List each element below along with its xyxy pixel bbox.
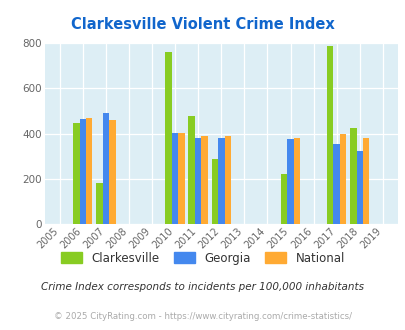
Bar bbox=[224, 136, 230, 224]
Bar bbox=[326, 46, 333, 224]
Bar bbox=[178, 133, 184, 224]
Bar bbox=[194, 138, 201, 224]
Bar bbox=[86, 118, 92, 224]
Bar bbox=[280, 174, 287, 224]
Text: © 2025 CityRating.com - https://www.cityrating.com/crime-statistics/: © 2025 CityRating.com - https://www.city… bbox=[54, 312, 351, 321]
Bar bbox=[211, 159, 217, 224]
Bar bbox=[165, 51, 171, 224]
Legend: Clarkesville, Georgia, National: Clarkesville, Georgia, National bbox=[56, 247, 349, 269]
Bar bbox=[79, 119, 86, 224]
Bar bbox=[349, 128, 356, 224]
Bar bbox=[201, 136, 207, 224]
Bar bbox=[333, 144, 339, 224]
Bar bbox=[339, 134, 345, 224]
Bar bbox=[102, 113, 109, 224]
Bar bbox=[217, 138, 224, 224]
Text: Crime Index corresponds to incidents per 100,000 inhabitants: Crime Index corresponds to incidents per… bbox=[41, 282, 364, 292]
Bar bbox=[188, 116, 194, 224]
Bar bbox=[362, 138, 369, 224]
Bar bbox=[293, 138, 299, 224]
Text: Clarkesville Violent Crime Index: Clarkesville Violent Crime Index bbox=[71, 17, 334, 32]
Bar bbox=[73, 123, 79, 224]
Bar bbox=[171, 133, 178, 224]
Bar bbox=[96, 183, 102, 224]
Bar bbox=[356, 151, 362, 224]
Bar bbox=[287, 139, 293, 224]
Bar bbox=[109, 120, 115, 224]
